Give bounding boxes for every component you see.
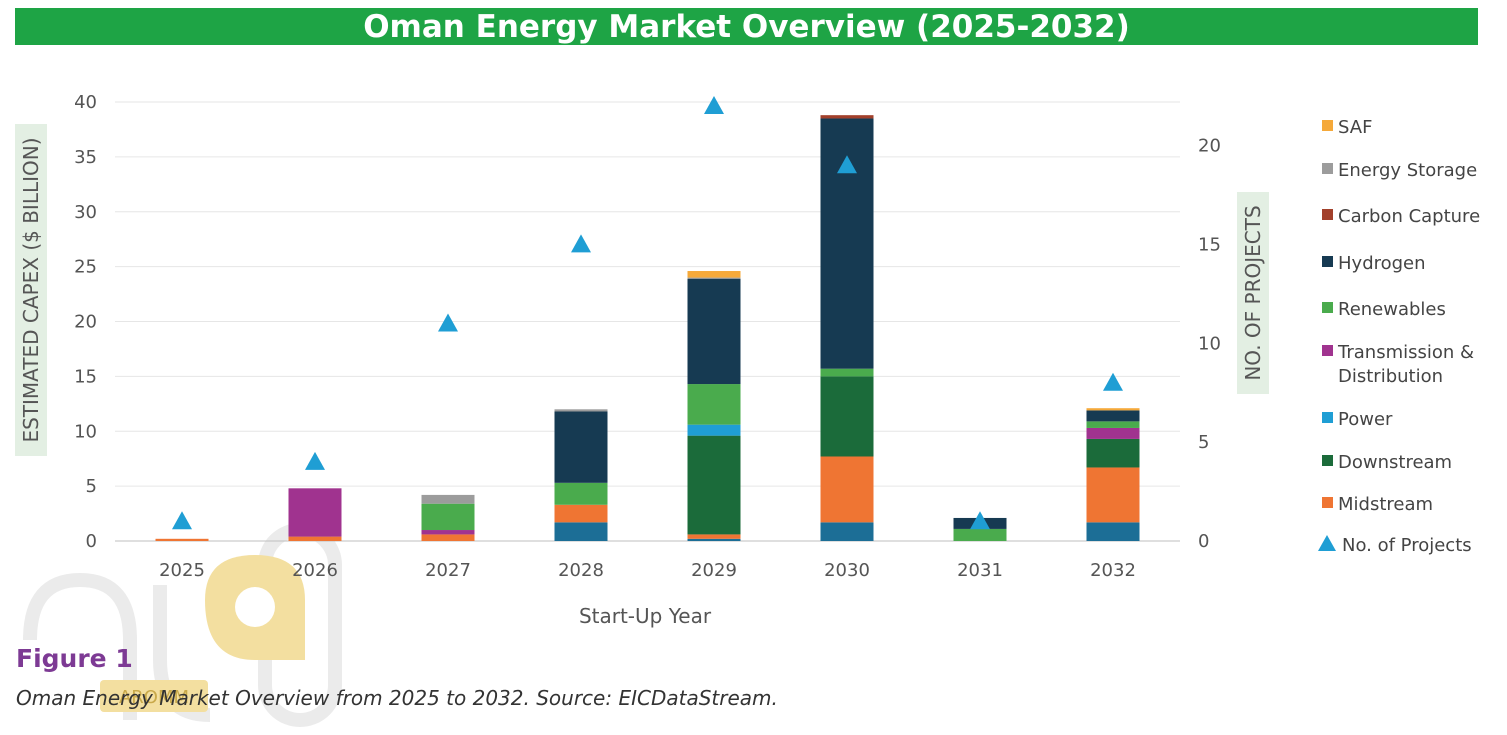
bar-upstream-2030 <box>820 522 874 541</box>
project-marker-2028 <box>571 234 591 253</box>
bar-midstream-2032 <box>1086 467 1140 523</box>
figure-caption: Oman Energy Market Overview from 2025 to… <box>16 686 778 710</box>
legend-renewables-swatch <box>1322 302 1333 313</box>
bar-midstream-2028 <box>554 504 608 523</box>
bar-upstream-2028 <box>554 522 608 541</box>
bar-downstream-2032 <box>1086 438 1140 468</box>
bar-energy-storage-2029 <box>687 277 741 279</box>
bar-midstream-2029 <box>687 534 741 539</box>
bar-midstream-2030 <box>820 456 874 523</box>
y-tick-label: 35 <box>74 147 97 168</box>
y-tick-label: 10 <box>74 421 97 442</box>
bar-renewables-2031 <box>953 528 1007 541</box>
y2-tick-label: 10 <box>1198 333 1221 354</box>
bar-transmission-and-distribution-2032 <box>1086 427 1140 439</box>
bar-energy-storage-2027 <box>421 494 475 504</box>
y2-tick-label: 0 <box>1198 531 1209 552</box>
legend-hydrogen-label: Hydrogen <box>1338 253 1426 274</box>
x-tick-label: 2030 <box>824 560 870 581</box>
bar-renewables-2028 <box>554 482 608 505</box>
bar-midstream-2025 <box>155 538 209 541</box>
x-tick-label: 2032 <box>1090 560 1136 581</box>
bar-midstream-2026 <box>288 536 342 541</box>
legend-no-of-projects-marker <box>1318 535 1336 551</box>
chart-title: Oman Energy Market Overview (2025-2032) <box>363 8 1130 45</box>
legend-carbon-capture-swatch <box>1322 209 1333 220</box>
x-tick-label: 2031 <box>957 560 1003 581</box>
x-tick-label: 2025 <box>159 560 205 581</box>
y-tick-label: 5 <box>86 476 97 497</box>
bar-power-2029 <box>687 424 741 436</box>
legend-transmission-and-distribution-swatch <box>1322 345 1333 356</box>
bar-saf-2032 <box>1086 408 1140 411</box>
y2-tick-label: 20 <box>1198 136 1221 157</box>
legend-transmission-and-distribution-label-line2: Distribution <box>1338 366 1443 387</box>
y-tick-label: 40 <box>74 92 97 113</box>
bar-downstream-2029 <box>687 435 741 535</box>
legend-carbon-capture-label: Carbon Capture <box>1338 206 1480 227</box>
legend-energy-storage-label: Energy Storage <box>1338 160 1477 181</box>
legend-downstream-label: Downstream <box>1338 452 1452 473</box>
legend-midstream-swatch <box>1322 497 1333 508</box>
x-tick-label: 2028 <box>558 560 604 581</box>
project-marker-2027 <box>438 313 458 332</box>
project-marker-2026 <box>305 451 325 470</box>
bar-renewables-2029 <box>687 384 741 425</box>
bar-transmission-and-distribution-2027 <box>421 530 475 535</box>
bar-upstream-2032 <box>1086 522 1140 541</box>
legend-transmission-and-distribution-label-line1: Transmission & <box>1337 342 1474 363</box>
legend-power-swatch <box>1322 412 1333 423</box>
bar-hydrogen-2032 <box>1086 410 1140 422</box>
legend-renewables-label: Renewables <box>1338 299 1446 320</box>
legend-downstream-swatch <box>1322 455 1333 466</box>
y2-tick-label: 5 <box>1198 432 1209 453</box>
bar-saf-2029 <box>687 271 741 278</box>
y-tick-label: 15 <box>74 366 97 387</box>
legend-saf-label: SAF <box>1338 117 1372 138</box>
x-tick-label: 2029 <box>691 560 737 581</box>
x-tick-label: 2027 <box>425 560 471 581</box>
x-tick-label: 2026 <box>292 560 338 581</box>
bar-renewables-2027 <box>421 503 475 531</box>
legend-energy-storage-swatch <box>1322 163 1333 174</box>
bar-hydrogen-2028 <box>554 411 608 483</box>
bar-downstream-2030 <box>820 376 874 457</box>
legend-midstream-label: Midstream <box>1338 494 1433 515</box>
y-axis-title-bg <box>15 124 47 456</box>
bar-midstream-2027 <box>421 534 475 541</box>
project-marker-2031 <box>970 511 990 530</box>
y-tick-label: 0 <box>86 531 97 552</box>
legend-hydrogen-swatch <box>1322 256 1333 267</box>
y2-axis-title-bg <box>1237 192 1269 394</box>
project-marker-2030 <box>837 155 857 174</box>
bar-renewables-2032 <box>1086 421 1140 428</box>
project-marker-2025 <box>172 511 192 530</box>
bar-transmission-and-distribution-2026 <box>288 488 342 537</box>
bar-renewables-2030 <box>820 368 874 377</box>
y2-tick-label: 15 <box>1198 234 1221 255</box>
legend-power-label: Power <box>1338 409 1393 430</box>
x-axis-title: Start-Up Year <box>579 604 712 628</box>
y-tick-label: 25 <box>74 257 97 278</box>
figure-label: Figure 1 <box>16 644 133 673</box>
y-axis-title: ESTIMATED CAPEX ($ BILLION) <box>19 137 43 442</box>
bar-carbon-capture-2030 <box>820 115 874 119</box>
project-marker-2029 <box>704 95 724 114</box>
legend-saf-swatch <box>1322 120 1333 131</box>
bar-hydrogen-2029 <box>687 278 741 385</box>
project-marker-2032 <box>1103 372 1123 391</box>
bar-energy-storage-2028 <box>554 409 608 412</box>
y-tick-label: 20 <box>74 312 97 333</box>
title-bar: Oman Energy Market Overview (2025-2032) <box>15 8 1478 45</box>
y-tick-label: 30 <box>74 202 97 223</box>
bar-upstream-2029 <box>687 538 741 541</box>
legend-no-of-projects-label: No. of Projects <box>1342 535 1472 556</box>
y2-axis-title: NO. OF PROJECTS <box>1241 205 1265 380</box>
